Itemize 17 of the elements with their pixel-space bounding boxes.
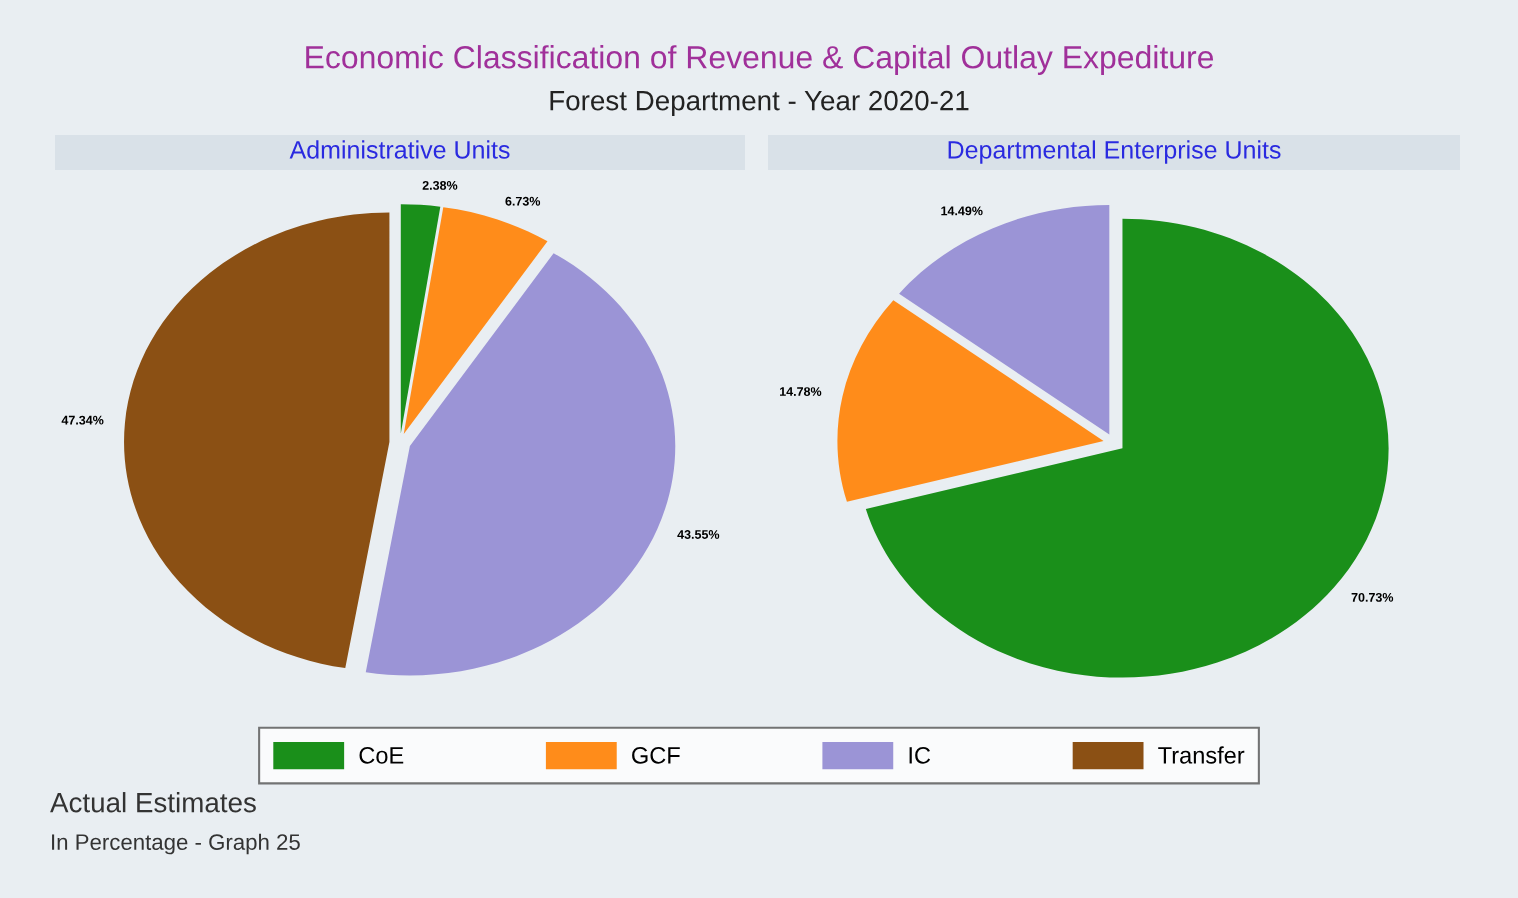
legend-label: IC [909, 746, 931, 764]
chart-title: Administrative Units [289, 140, 510, 159]
data-label: 70.73% [1351, 592, 1394, 602]
chart-title: Departmental Enterprise Units [948, 140, 1281, 164]
text: In Percentage - Graph 25 [52, 833, 300, 855]
text: Economic Classification of Revenue & Capital Outlay Expediture [306, 45, 1214, 75]
legend-label: Transfer [1158, 746, 1245, 764]
text: Actual Estimates [50, 792, 256, 813]
data-label: 43.55% [677, 530, 720, 539]
text: Forest Department - Year 2020-21 [550, 90, 969, 116]
legend-label: GCF [632, 746, 680, 764]
data-label: 47.34% [61, 415, 104, 425]
data-label: 14.78% [780, 387, 822, 396]
legend-label: CoE [359, 746, 404, 764]
data-label: 14.49% [941, 206, 983, 216]
data-label: 6.73% [505, 196, 541, 206]
data-label: 2.38% [422, 180, 458, 190]
